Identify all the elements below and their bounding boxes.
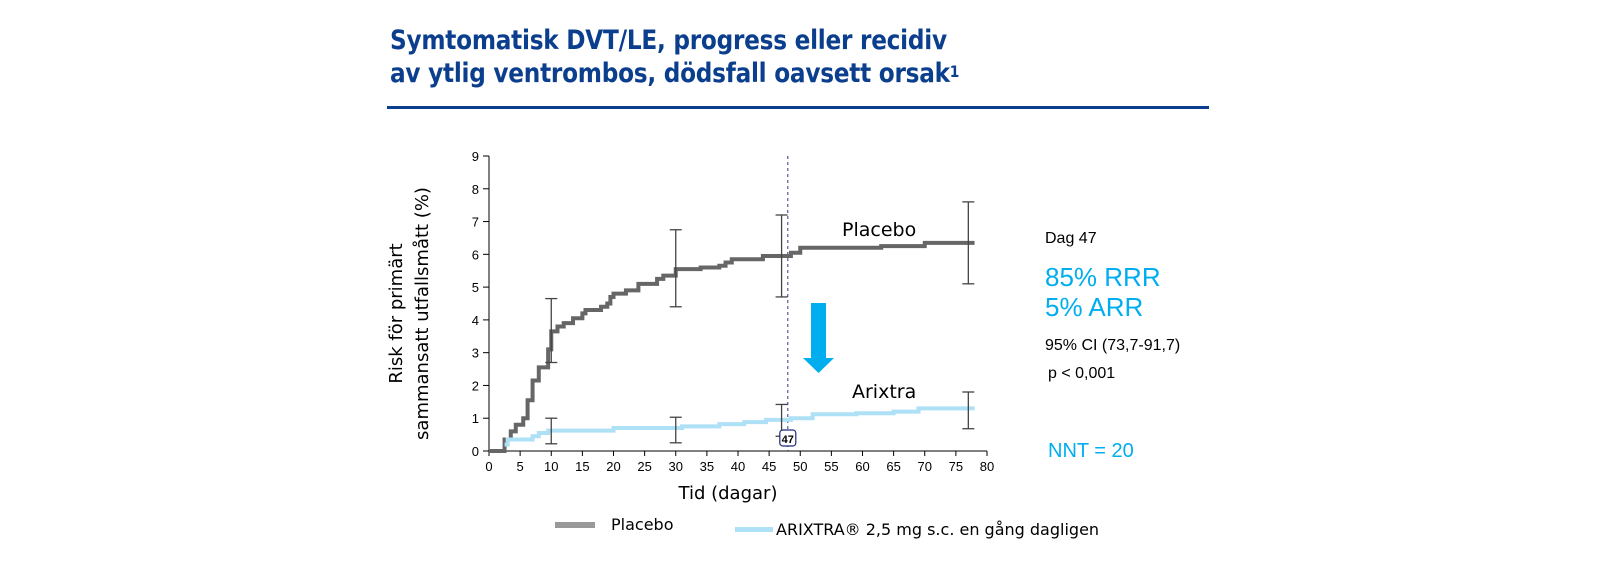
stat-ci: 95% CI (73,7-91,7) [1045,337,1181,354]
y-axis-label: Risk för primärt [386,243,407,383]
x-axis-label: Tid (dagar) [678,483,778,504]
day-marker-box [779,429,797,447]
x-tick-label: 70 [918,459,932,474]
x-tick-label: 20 [606,459,620,474]
stat-p: p < 0,001 [1048,365,1116,382]
x-tick-label: 55 [824,459,838,474]
legend-placebo-swatch [555,522,595,528]
y-tick-label: 9 [472,149,479,164]
stat-nnt: NNT = 20 [1048,440,1134,462]
y-tick-label: 3 [472,346,479,361]
x-tick-label: 40 [731,459,745,474]
x-tick-label: 35 [700,459,714,474]
chart-title: Symtomatisk DVT/LE, progress eller recid… [390,24,959,90]
x-tick-label: 45 [762,459,776,474]
x-tick-label: 60 [855,459,869,474]
x-tick-label: 75 [949,459,963,474]
title-line-2-text: av ytlig ventrombos, dödsfall oavsett or… [390,58,950,89]
y-tick-label: 2 [472,378,479,393]
stat-arr: 5% ARR [1045,292,1144,322]
y-tick-label: 5 [472,280,479,295]
x-tick-label: 25 [637,459,651,474]
reduction-arrow-icon [803,303,834,373]
x-tick-label: 0 [485,459,492,474]
placebo-label: Placebo [842,219,916,241]
y-axis-label: sammansatt utfallsmått (%) [412,187,433,440]
x-tick-label: 80 [980,459,994,474]
y-tick-label: 6 [472,247,479,262]
legend-placebo-label: Placebo [611,515,673,534]
y-tick-label: 7 [472,215,479,230]
y-tick-label: 8 [472,182,479,197]
x-tick-label: 30 [669,459,683,474]
title-line-2: av ytlig ventrombos, dödsfall oavsett or… [390,57,959,90]
y-tick-label: 4 [472,313,479,328]
arixtra-label: Arixtra [852,381,916,403]
x-tick-label: 50 [793,459,807,474]
x-tick-label: 10 [544,459,558,474]
x-tick-label: 15 [575,459,589,474]
title-line-1: Symtomatisk DVT/LE, progress eller recid… [390,25,947,56]
arixtra-curve [504,406,975,447]
day-marker-label: 47 [782,434,794,446]
y-tick-label: 1 [472,411,479,426]
title-divider [387,106,1209,109]
x-tick-label: 65 [886,459,900,474]
stat-rrr: 85% RRR [1045,262,1161,292]
stat-day: Dag 47 [1045,230,1097,247]
x-tick-label: 5 [517,459,524,474]
legend-arixtra-label: ARIXTRA® 2,5 mg s.c. en gång dagligen [776,520,1099,539]
placebo-curve [489,240,975,453]
legend-arixtra-swatch [735,527,773,532]
footnote-ref: 1 [949,62,960,81]
y-tick-label: 0 [472,444,479,459]
